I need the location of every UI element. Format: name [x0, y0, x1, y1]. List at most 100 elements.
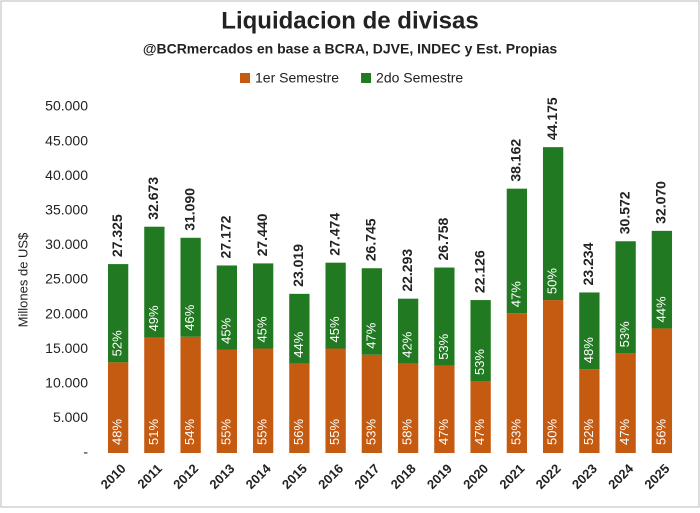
total-label: 30.572 [616, 191, 632, 234]
bar-segment [289, 363, 310, 453]
y-tick-label: 40.000 [45, 167, 88, 183]
total-label: 27.172 [218, 215, 234, 258]
bar-segment [325, 348, 346, 453]
bar-segment [542, 147, 564, 301]
legend-swatch [361, 73, 372, 83]
bar-segment [434, 267, 455, 366]
total-label: 26.745 [363, 218, 379, 261]
share-label: 50% [545, 268, 560, 294]
share-label: 44% [291, 331, 306, 357]
share-label: 47% [363, 322, 378, 348]
bar-segment [579, 369, 600, 453]
share-label: 45% [218, 317, 233, 343]
share-label: 56% [291, 419, 306, 445]
bar-segment [216, 265, 238, 350]
share-label: 48% [110, 419, 125, 445]
share-label: 48% [581, 337, 596, 363]
total-label: 23.234 [580, 242, 596, 285]
share-label: 55% [255, 419, 270, 445]
bar-segment [542, 300, 564, 453]
share-label: 55% [327, 419, 342, 445]
y-axis-label: Millones de US$ [15, 232, 30, 327]
share-label: 47% [508, 281, 523, 307]
y-tick-label: 15.000 [45, 340, 88, 356]
share-label: 54% [182, 419, 197, 445]
y-tick-label: 5.000 [53, 409, 88, 425]
legend-label: 2do Semestre [376, 70, 463, 86]
bar-segment [180, 336, 201, 453]
bar-segment [397, 363, 419, 453]
share-label: 45% [327, 316, 342, 342]
total-label: 26.758 [435, 218, 451, 261]
share-label: 52% [581, 419, 596, 445]
total-label: 31.090 [181, 188, 197, 231]
total-label: 44.175 [544, 97, 560, 140]
legend-label: 1er Semestre [255, 70, 339, 86]
y-tick-label: 30.000 [45, 236, 88, 252]
bar-segment [579, 292, 600, 370]
chart-title: Liquidacion de divisas [221, 7, 478, 34]
total-label: 27.325 [109, 214, 125, 257]
total-label: 32.673 [145, 177, 161, 220]
bar-segment [252, 348, 274, 453]
y-tick-label: 45.000 [45, 132, 88, 148]
total-label: 22.126 [471, 250, 487, 293]
total-label: 38.162 [508, 139, 524, 182]
bar-segment [506, 188, 528, 314]
share-label: 55% [218, 419, 233, 445]
bar-segment [144, 337, 165, 453]
bar-segment [651, 328, 673, 453]
bar-segment [470, 381, 491, 453]
share-label: 46% [182, 304, 197, 330]
share-label: 47% [472, 419, 487, 445]
share-label: 53% [508, 419, 523, 445]
bar-segment [434, 365, 455, 453]
share-label: 56% [653, 419, 668, 445]
bar-segment [506, 313, 528, 453]
bar-segment [107, 362, 129, 453]
chart-subtitle: @BCRmercados en base a BCRA, DJVE, INDEC… [143, 41, 558, 57]
bar-segment [361, 354, 383, 453]
share-label: 53% [472, 349, 487, 375]
bar-segment [144, 226, 165, 338]
bar-segment [216, 349, 238, 453]
total-label: 27.440 [254, 213, 270, 256]
share-label: 53% [436, 333, 451, 359]
share-label: 47% [436, 419, 451, 445]
share-label: 53% [617, 321, 632, 347]
y-tick-label: 35.000 [45, 202, 88, 218]
share-label: 42% [400, 331, 415, 357]
bar-segment [615, 353, 636, 453]
bar-segment [615, 241, 636, 354]
y-tick-label: 10.000 [45, 375, 88, 391]
bar-segment [651, 230, 673, 329]
bar-segment [289, 293, 310, 364]
total-label: 23.019 [290, 244, 306, 287]
y-tick-label: 20.000 [45, 305, 88, 321]
y-tick-label: - [83, 444, 88, 460]
bar-segment [361, 268, 383, 355]
bar-segment [470, 300, 491, 382]
total-label: 32.070 [653, 181, 669, 224]
bar-segment [252, 263, 274, 349]
bar-segment [397, 298, 419, 364]
share-label: 45% [255, 316, 270, 342]
share-label: 49% [146, 305, 161, 331]
share-label: 58% [400, 419, 415, 445]
bar-segment [107, 264, 129, 363]
bar-segment [180, 237, 201, 337]
share-label: 53% [363, 419, 378, 445]
share-label: 51% [146, 419, 161, 445]
share-label: 44% [653, 296, 668, 322]
y-tick-label: 25.000 [45, 271, 88, 287]
bar-segment [325, 262, 346, 349]
share-label: 50% [545, 419, 560, 445]
total-label: 22.293 [399, 249, 415, 292]
legend-swatch [240, 73, 250, 83]
share-label: 52% [110, 330, 125, 356]
share-label: 47% [617, 419, 632, 445]
total-label: 27.474 [326, 213, 342, 256]
y-tick-label: 50.000 [45, 98, 88, 114]
